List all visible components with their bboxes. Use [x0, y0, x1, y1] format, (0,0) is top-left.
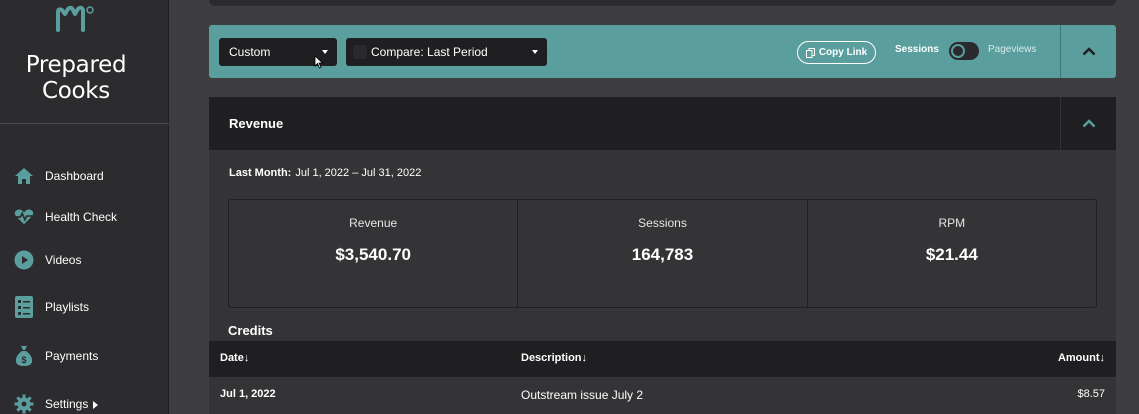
sidebar-item-payments[interactable]: $ Payments	[0, 339, 169, 373]
toolbar-collapse-button[interactable]	[1061, 25, 1116, 78]
sidebar-item-health-check[interactable]: Health Check	[0, 200, 169, 234]
top-strip	[209, 0, 1116, 6]
period-info: Last Month: Jul 1, 2022 – Jul 31, 2022	[229, 167, 421, 179]
chevron-up-icon	[1082, 47, 1095, 56]
compare-value: Compare: Last Period	[371, 45, 488, 59]
copy-link-button[interactable]: Copy Link	[797, 41, 876, 64]
sidebar-divider	[0, 123, 169, 124]
period-label: Last Month:	[229, 167, 292, 179]
caret-right-icon	[93, 400, 99, 409]
heartbeat-icon	[14, 206, 34, 228]
color-swatch	[353, 45, 367, 59]
stat-label: RPM	[938, 216, 966, 230]
sessions-pageviews-toggle[interactable]	[949, 42, 979, 60]
brand-line-1: Prepared	[25, 52, 127, 78]
stat-rpm: RPM $21.44	[808, 200, 1096, 307]
chevron-up-icon	[1082, 119, 1095, 128]
stat-sessions: Sessions 164,783	[518, 200, 808, 307]
gear-icon	[14, 393, 34, 414]
sidebar-item-settings[interactable]: Settings	[0, 387, 169, 414]
sidebar-item-label: Settings	[45, 397, 99, 411]
list-icon	[14, 296, 34, 318]
column-header-date[interactable]: Date↓	[220, 352, 250, 364]
toggle-label-sessions: Sessions	[895, 44, 939, 55]
panel-title: Revenue	[229, 116, 284, 131]
cell-amount: $8.57	[1077, 388, 1105, 400]
sidebar-item-label: Payments	[45, 349, 99, 363]
svg-text:$: $	[21, 355, 26, 365]
cell-description: Outstream issue July 2	[521, 388, 644, 402]
column-header-description[interactable]: Description↓	[521, 352, 588, 364]
sidebar-item-playlists[interactable]: Playlists	[0, 290, 169, 324]
toggle-label-pageviews: Pageviews	[988, 44, 1037, 55]
chevron-down-icon	[532, 50, 538, 54]
stat-value: $3,540.70	[335, 245, 411, 264]
filter-toolbar: Custom Compare: Last Period Copy Link Se…	[209, 25, 1116, 78]
chevron-down-icon	[322, 50, 328, 54]
brand-name: Prepared Cooks	[0, 52, 152, 104]
panel-header-divider	[1060, 97, 1061, 150]
sidebar-item-dashboard[interactable]: Dashboard	[0, 159, 169, 193]
credits-title: Credits	[228, 323, 273, 338]
copy-icon	[805, 47, 815, 58]
money-bag-icon: $	[14, 345, 34, 367]
sidebar-item-label: Health Check	[45, 210, 118, 224]
sidebar-item-label: Dashboard	[45, 169, 104, 183]
home-icon	[14, 165, 34, 187]
revenue-collapse-button[interactable]	[1061, 97, 1116, 150]
table-row: Jul 1, 2022 Outstream issue July 2 $8.57	[209, 377, 1116, 414]
sidebar-item-label: Playlists	[45, 300, 90, 314]
stats-summary: Revenue $3,540.70 Sessions 164,783 RPM $…	[228, 199, 1097, 308]
stat-value: 164,783	[631, 245, 694, 264]
cell-date: Jul 1, 2022	[220, 388, 276, 400]
sidebar-item-label: Videos	[45, 253, 82, 267]
sidebar-item-videos[interactable]: Videos	[0, 243, 169, 277]
stat-revenue: Revenue $3,540.70	[229, 200, 519, 307]
copy-link-label: Copy Link	[818, 47, 868, 58]
credits-table-header: Date↓ Description↓ Amount↓	[209, 341, 1116, 377]
column-header-amount[interactable]: Amount↓	[1057, 352, 1105, 364]
stat-label: Revenue	[349, 216, 398, 230]
mouse-cursor-icon	[314, 55, 324, 69]
stat-value: $21.44	[925, 245, 978, 264]
sidebar: Prepared Cooks Dashboard Health Check Vi…	[0, 0, 169, 414]
brand-line-2: Cooks	[41, 78, 110, 104]
stat-label: Sessions	[638, 216, 687, 230]
settings-label-text: Settings	[45, 397, 89, 411]
toolbar-divider	[1060, 25, 1061, 78]
play-circle-icon	[14, 249, 34, 271]
period-range: Jul 1, 2022 – Jul 31, 2022	[295, 167, 422, 179]
revenue-panel-header: Revenue	[209, 97, 1116, 150]
compare-select[interactable]: Compare: Last Period	[346, 38, 547, 66]
revenue-panel-body: Last Month: Jul 1, 2022 – Jul 31, 2022 Re…	[209, 150, 1116, 414]
date-range-value: Custom	[229, 45, 271, 59]
toggle-knob	[951, 44, 965, 58]
logo-icon	[56, 5, 94, 32]
